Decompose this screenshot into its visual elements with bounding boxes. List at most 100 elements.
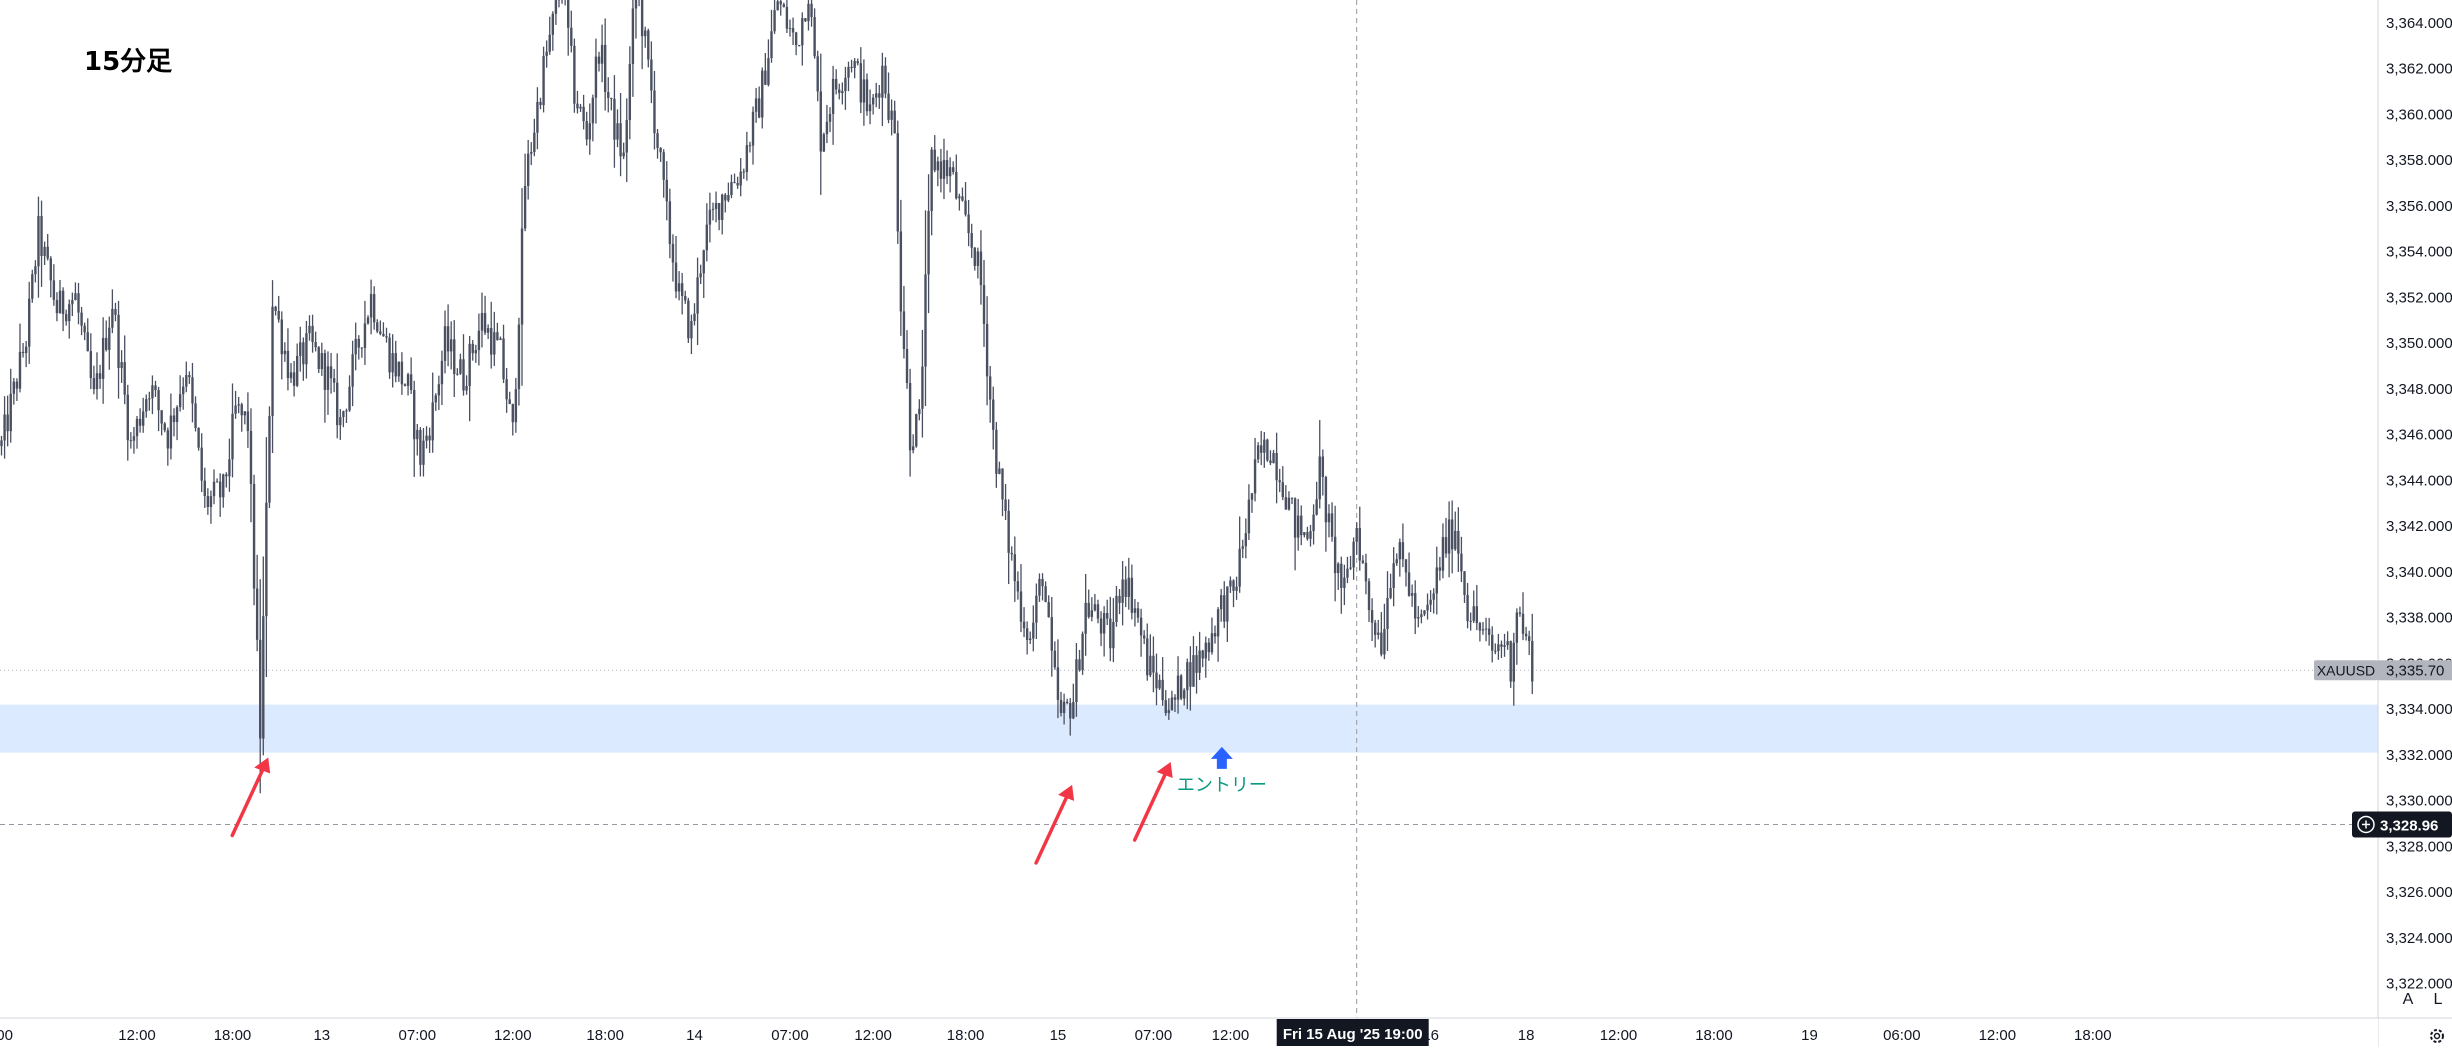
candle-body (903, 311, 905, 349)
candle-body (1198, 651, 1200, 673)
candle (887, 72, 889, 123)
candle-body (666, 180, 668, 202)
candle (1044, 581, 1046, 602)
candle-body (663, 152, 665, 180)
candle (124, 335, 126, 404)
candle (847, 62, 849, 91)
candle (1189, 646, 1191, 710)
candle-body (96, 373, 98, 389)
time-tick-label: 12:00 (854, 1027, 892, 1044)
candle (663, 149, 665, 197)
candle (1029, 631, 1031, 644)
candle-body (743, 172, 745, 173)
candle-body (1525, 634, 1527, 636)
candle (589, 103, 591, 154)
candle-body (1377, 633, 1379, 635)
candle (1466, 583, 1468, 628)
candle (1303, 532, 1305, 537)
candle-body (875, 93, 877, 97)
candle-body (521, 228, 523, 324)
log-scale-button[interactable]: L (2434, 991, 2443, 1008)
candle-body (1417, 617, 1419, 619)
candle (379, 320, 381, 335)
candle (256, 555, 258, 651)
candle (770, 10, 772, 63)
candle (388, 333, 390, 379)
candle (385, 328, 387, 343)
candle (1118, 589, 1120, 614)
candle-body (1063, 702, 1065, 713)
candle (373, 286, 375, 330)
candle (191, 363, 193, 422)
candle-body (878, 93, 880, 97)
candle (1134, 599, 1136, 626)
candle (213, 469, 215, 504)
candle-body (308, 326, 310, 333)
symbol-badge: XAUUSD (2314, 660, 2378, 680)
candle-body (980, 251, 982, 285)
candle-body (715, 203, 717, 209)
candle (1032, 605, 1034, 651)
candle-body (1226, 586, 1228, 621)
candle (1242, 540, 1244, 558)
candle-body (1044, 586, 1046, 602)
candle-body (493, 332, 495, 354)
candle (900, 200, 902, 336)
candle (179, 375, 181, 411)
candle-body (348, 387, 350, 411)
candle-body (1183, 690, 1185, 698)
candle-body (890, 111, 892, 120)
candle-body (1322, 457, 1324, 478)
candle (1386, 571, 1388, 651)
candle (1060, 692, 1062, 717)
candle-body (1328, 513, 1330, 522)
candle (314, 332, 316, 352)
candle (321, 343, 323, 376)
candle-body (1112, 622, 1114, 648)
candle-body (1522, 614, 1524, 634)
candle (1245, 518, 1247, 558)
candle-body (549, 35, 551, 52)
candle-body (1020, 591, 1022, 621)
candle (1522, 592, 1524, 640)
cursor-price-badge[interactable]: 3,328.96 (2352, 811, 2452, 837)
time-tick-label: 18:00 (586, 1027, 624, 1044)
candle-body (130, 440, 132, 441)
candle (576, 91, 578, 114)
candle-body (37, 216, 39, 266)
time-tick-label: 18 (1518, 1027, 1535, 1044)
candle (983, 260, 985, 347)
candle-body (345, 410, 347, 411)
candle (1007, 499, 1009, 584)
candle-body (438, 384, 440, 395)
candle (207, 488, 209, 515)
candle-body (1075, 659, 1077, 702)
candle-body (164, 424, 166, 431)
candle (601, 25, 603, 83)
candle (949, 157, 951, 192)
candle-body (964, 201, 966, 215)
candle (447, 304, 449, 366)
candle-body (259, 640, 261, 739)
candle-body (974, 248, 976, 266)
candle (204, 468, 206, 508)
time-axis[interactable] (0, 1018, 2378, 1047)
candle (1275, 433, 1277, 504)
candle-body (1349, 568, 1351, 569)
candle (776, 0, 778, 11)
candle-body (327, 366, 329, 390)
candle-body (1312, 515, 1314, 531)
candle-body (801, 18, 803, 45)
auto-scale-button[interactable]: A (2403, 991, 2414, 1008)
price-tick-label: 3,364.000 (2386, 15, 2452, 32)
candle-body (1066, 702, 1068, 703)
candle (259, 579, 261, 793)
candle-body (1331, 513, 1333, 536)
candle (644, 27, 646, 48)
candle-body (681, 283, 683, 296)
time-tick-label: 15 (1050, 1027, 1067, 1044)
candle (579, 104, 581, 112)
candle (518, 318, 520, 406)
